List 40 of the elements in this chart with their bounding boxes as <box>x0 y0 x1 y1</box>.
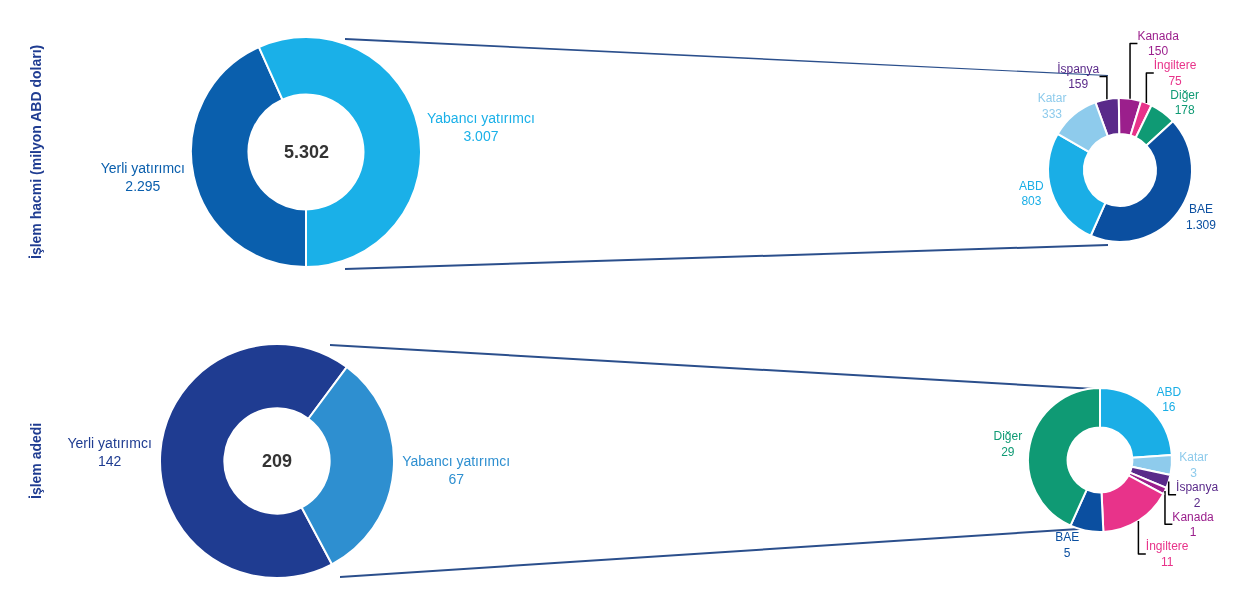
data-label: 333 <box>1042 106 1063 121</box>
data-label: 150 <box>1148 44 1169 59</box>
data-label: 2 <box>1193 495 1201 510</box>
data-label: 16 <box>1162 400 1176 415</box>
data-label: 1 <box>1189 525 1197 540</box>
slice-label: Yerli yatırımcı <box>67 435 152 452</box>
slice-label: Yerli yatırımcı <box>100 159 185 176</box>
slice-label: Diğer <box>1170 87 1200 102</box>
slice-label: Katar <box>1179 450 1208 465</box>
data-label: 159 <box>1068 77 1089 92</box>
text: İşlem adedi <box>28 422 44 499</box>
slice-label: Kanada <box>1137 28 1180 43</box>
data-label: 3.007 <box>463 128 499 145</box>
slice-label: ABD <box>1156 384 1182 399</box>
slice-label: Kanada <box>1172 509 1215 524</box>
text: 5.302 <box>284 142 330 162</box>
slice-label: İngiltere <box>1145 539 1189 554</box>
slice-label: ABD <box>1019 178 1045 193</box>
data-label: 2.295 <box>125 177 161 194</box>
data-label: 3 <box>1190 465 1198 480</box>
data-label: 5 <box>1063 545 1071 560</box>
slice-label: İspanya <box>1057 61 1100 76</box>
slice-label: Katar <box>1037 91 1067 106</box>
slice-label: İngiltere <box>1153 58 1197 73</box>
data-label: 11 <box>1160 554 1174 569</box>
slice-label: İspanya <box>1176 479 1219 494</box>
data-label: 29 <box>1001 445 1015 460</box>
slice-label: Yabancı yatırımcı <box>427 110 535 127</box>
data-label: 1.309 <box>1185 217 1217 232</box>
data-label: 67 <box>448 470 465 487</box>
data-label: 142 <box>97 453 122 470</box>
text: İşlem hacmi (milyon ABD doları) <box>28 44 44 259</box>
slice-label: BAE <box>1188 202 1213 217</box>
text: 209 <box>262 451 293 471</box>
slice-label: Yabancı yatırımcı <box>402 452 511 469</box>
data-label: 178 <box>1174 103 1196 118</box>
data-label: 75 <box>1168 73 1183 88</box>
data-label: 803 <box>1021 194 1042 209</box>
slice-label: Diğer <box>993 429 1023 444</box>
slice-label: BAE <box>1055 530 1080 545</box>
